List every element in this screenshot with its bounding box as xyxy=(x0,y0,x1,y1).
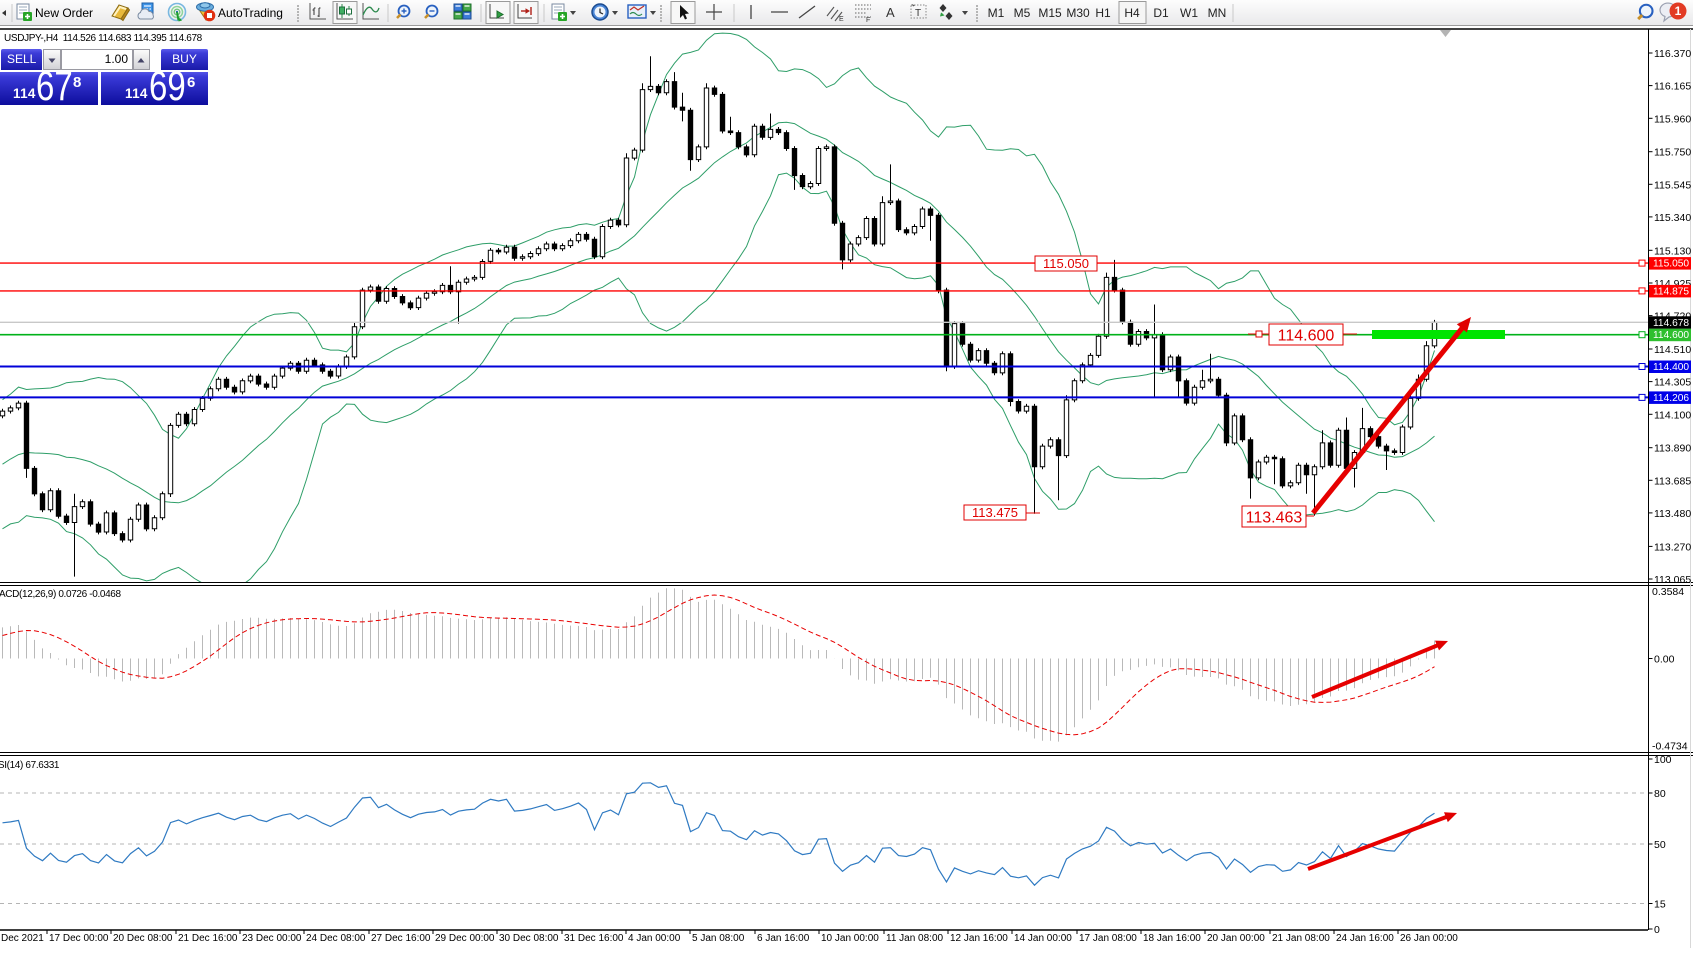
svg-text:14 Jan 00:00: 14 Jan 00:00 xyxy=(1014,933,1072,944)
svg-text:20 Jan 00:00: 20 Jan 00:00 xyxy=(1207,933,1265,944)
svg-text:MACD(12,26,9) 0.0726 -0.0468: MACD(12,26,9) 0.0726 -0.0468 xyxy=(0,589,122,600)
svg-text:114.678: 114.678 xyxy=(1653,318,1689,329)
svg-text:A: A xyxy=(886,5,895,20)
svg-text:115.340: 115.340 xyxy=(1654,212,1691,224)
svg-text:H4: H4 xyxy=(1124,6,1140,20)
svg-text:27 Dec 16:00: 27 Dec 16:00 xyxy=(371,933,431,944)
svg-text:M15: M15 xyxy=(1038,6,1062,20)
svg-text:5 Jan 08:00: 5 Jan 08:00 xyxy=(692,933,745,944)
svg-text:100: 100 xyxy=(1654,754,1672,766)
svg-text:113.463: 113.463 xyxy=(1246,509,1303,526)
svg-text:24 Jan 16:00: 24 Jan 16:00 xyxy=(1336,933,1394,944)
svg-text:D1: D1 xyxy=(1153,6,1169,20)
svg-text:115.130: 115.130 xyxy=(1654,245,1691,257)
svg-text:115.750: 115.750 xyxy=(1654,147,1691,159)
svg-text:21 Dec 16:00: 21 Dec 16:00 xyxy=(178,933,238,944)
svg-text:115.545: 115.545 xyxy=(1654,179,1691,191)
svg-text:New Order: New Order xyxy=(35,6,93,20)
svg-text:114.875: 114.875 xyxy=(1653,286,1689,297)
svg-text:E: E xyxy=(839,16,844,23)
svg-text:24 Dec 08:00: 24 Dec 08:00 xyxy=(306,933,366,944)
svg-text:AutoTrading: AutoTrading xyxy=(218,6,283,20)
svg-text:113.890: 113.890 xyxy=(1654,443,1691,455)
svg-text:M5: M5 xyxy=(1014,6,1031,20)
svg-text:26 Jan 00:00: 26 Jan 00:00 xyxy=(1400,933,1458,944)
svg-text:31 Dec 16:00: 31 Dec 16:00 xyxy=(564,933,624,944)
svg-text:113.475: 113.475 xyxy=(972,505,1018,520)
svg-text:1: 1 xyxy=(1675,4,1682,18)
svg-text:114.305: 114.305 xyxy=(1654,377,1691,389)
svg-text:F: F xyxy=(866,17,870,24)
svg-text:114.510: 114.510 xyxy=(1654,344,1691,356)
svg-text:23 Dec 00:00: 23 Dec 00:00 xyxy=(242,933,302,944)
svg-text:M1: M1 xyxy=(988,6,1005,20)
svg-text:0.3584: 0.3584 xyxy=(1652,586,1684,598)
svg-text:50: 50 xyxy=(1654,839,1666,851)
svg-text:113.685: 113.685 xyxy=(1654,475,1691,487)
svg-text:80: 80 xyxy=(1654,788,1666,800)
svg-text:11 Jan 08:00: 11 Jan 08:00 xyxy=(886,933,944,944)
svg-text:116.370: 116.370 xyxy=(1654,48,1691,60)
svg-text:21 Jan 08:00: 21 Jan 08:00 xyxy=(1272,933,1330,944)
svg-text:113.480: 113.480 xyxy=(1654,508,1691,520)
svg-text:6 Jan 16:00: 6 Jan 16:00 xyxy=(757,933,810,944)
svg-text:USDJPY-,H4 114.526 114.683 11: USDJPY-,H4 114.526 114.683 114.395 114.6… xyxy=(4,33,203,44)
svg-text:29 Dec 00:00: 29 Dec 00:00 xyxy=(435,933,495,944)
svg-text:113.065: 113.065 xyxy=(1654,574,1691,586)
svg-text:113.270: 113.270 xyxy=(1654,541,1691,553)
svg-text:115.960: 115.960 xyxy=(1654,113,1691,125)
svg-text:T: T xyxy=(915,8,921,19)
svg-text:115.050: 115.050 xyxy=(1653,259,1689,270)
svg-text:30 Dec 08:00: 30 Dec 08:00 xyxy=(499,933,559,944)
svg-text:15: 15 xyxy=(1654,899,1666,911)
svg-text:RSI(14) 67.6331: RSI(14) 67.6331 xyxy=(0,760,60,771)
svg-text:18 Jan 16:00: 18 Jan 16:00 xyxy=(1143,933,1201,944)
svg-text:116.165: 116.165 xyxy=(1654,81,1691,93)
svg-text:17 Dec 00:00: 17 Dec 00:00 xyxy=(49,933,109,944)
svg-text:4 Jan 00:00: 4 Jan 00:00 xyxy=(628,933,681,944)
svg-text:M30: M30 xyxy=(1066,6,1090,20)
svg-text:-0.4734: -0.4734 xyxy=(1652,741,1688,753)
svg-text:17 Jan 08:00: 17 Jan 08:00 xyxy=(1079,933,1137,944)
svg-text:H1: H1 xyxy=(1095,6,1111,20)
svg-text:114.400: 114.400 xyxy=(1653,362,1689,373)
svg-text:114.600: 114.600 xyxy=(1278,327,1335,344)
svg-text:114.100: 114.100 xyxy=(1654,409,1691,421)
svg-text:12 Jan 16:00: 12 Jan 16:00 xyxy=(950,933,1008,944)
svg-text:MN: MN xyxy=(1208,6,1227,20)
svg-text:114.206: 114.206 xyxy=(1653,393,1689,404)
svg-text:114.600: 114.600 xyxy=(1653,330,1689,341)
svg-text:10 Jan 00:00: 10 Jan 00:00 xyxy=(821,933,879,944)
svg-text:W1: W1 xyxy=(1180,6,1198,20)
svg-text:20 Dec 08:00: 20 Dec 08:00 xyxy=(113,933,173,944)
svg-text:Dec 2021: Dec 2021 xyxy=(1,933,44,944)
svg-text:115.050: 115.050 xyxy=(1043,256,1089,271)
svg-text:0.00: 0.00 xyxy=(1654,654,1675,666)
svg-text:0: 0 xyxy=(1654,924,1660,936)
